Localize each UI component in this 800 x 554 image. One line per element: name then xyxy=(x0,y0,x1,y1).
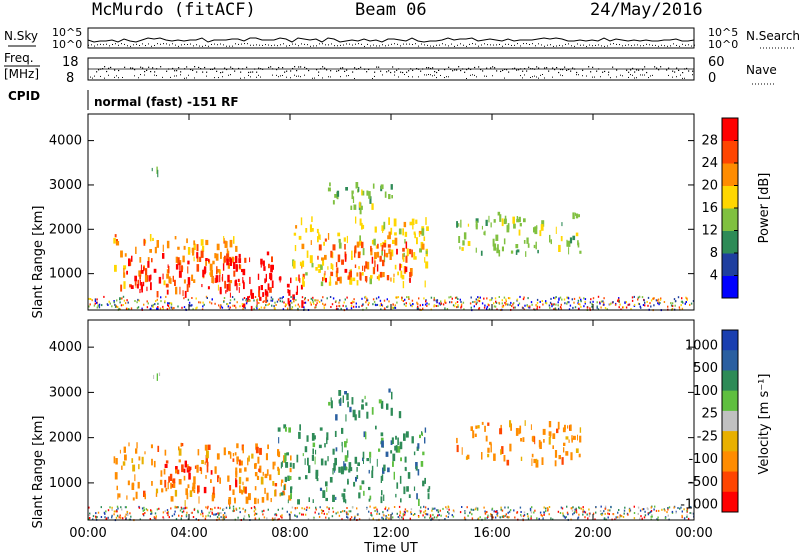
colorbar-swatch xyxy=(722,471,738,493)
x-tick-label: 00:00 xyxy=(675,526,712,541)
colorbar-tick-label: 1000 xyxy=(685,338,718,353)
colorbar-tick-label: 8 xyxy=(710,246,718,261)
colorbar-tick-label: 24 xyxy=(701,156,718,171)
colorbar-swatch xyxy=(722,410,738,432)
scatter-region xyxy=(317,238,413,283)
nave-tick-top: 60 xyxy=(708,55,725,70)
y-tick-label: 4000 xyxy=(49,134,82,149)
station-title: McMurdo (fitACF) xyxy=(92,0,256,20)
colorbar-swatch xyxy=(722,431,738,452)
colorbar-tick-label: 100 xyxy=(693,384,718,399)
colorbar-swatch xyxy=(722,163,738,186)
power-ylabel: Slant Range [km] xyxy=(31,206,46,319)
colorbar-swatch xyxy=(722,370,738,392)
colorbar-swatch xyxy=(722,185,738,209)
colorbar-tick-label: 25 xyxy=(701,407,718,422)
y-tick-label: 2000 xyxy=(49,222,82,237)
scatter-region xyxy=(227,273,305,311)
noise-tick-top-right: 10^5 xyxy=(708,26,738,39)
noise-trace xyxy=(87,37,695,47)
x-tick-label: 20:00 xyxy=(574,526,611,541)
colorbar-swatch xyxy=(722,230,738,254)
near-range-band xyxy=(88,505,695,522)
noise-tick-bottom-right: 10^0 xyxy=(708,38,738,51)
scatter-region xyxy=(151,166,159,178)
colorbar-tick-label: 28 xyxy=(701,134,718,149)
noise-panel xyxy=(87,27,695,49)
colorbar-tick-label: 4 xyxy=(710,269,718,284)
scatter-region xyxy=(456,211,582,257)
colorbar-swatch xyxy=(722,451,738,473)
nave-label: Nave xyxy=(746,63,777,77)
power-panel: 1000 2000 3000 4000 xyxy=(49,113,695,312)
freq-label: Freq. xyxy=(4,51,34,65)
y-tick-label: 4000 xyxy=(49,340,82,355)
colorbar-swatch xyxy=(722,491,738,513)
velocity-colorbar: 1000 500 100 25 -25 -100 -500 -1000 xyxy=(680,329,739,513)
y-tick-label: 1000 xyxy=(49,267,82,282)
x-tick-label: 00:00 xyxy=(69,526,106,541)
colorbar-swatch xyxy=(722,118,738,141)
freq-tick-top: 18 xyxy=(62,55,79,70)
freq-unit-label: [MHz] xyxy=(4,67,39,81)
y-tick-label: 3000 xyxy=(49,385,82,400)
cpid-label: CPID xyxy=(8,89,40,103)
scatter-region xyxy=(113,442,292,507)
colorbar-swatch xyxy=(722,275,738,299)
x-tick-label: 16:00 xyxy=(473,526,510,541)
colorbar-swatch xyxy=(722,390,738,412)
noise-tick-bottom-left: 10^0 xyxy=(52,38,82,51)
scatter-region xyxy=(277,424,431,506)
colorbar-swatch xyxy=(722,140,738,164)
freq-trace xyxy=(88,66,694,79)
scatter-region xyxy=(327,182,393,215)
scatter-region xyxy=(456,420,582,468)
colorbar-tick-label: 16 xyxy=(701,201,718,216)
beam-title: Beam 06 xyxy=(355,0,427,20)
colorbar-tick-label: -25 xyxy=(697,429,718,444)
colorbar-swatch xyxy=(722,330,738,351)
nsky-label: N.Sky xyxy=(4,29,38,43)
date-title: 24/May/2016 xyxy=(590,0,703,20)
colorbar-tick-label: -1000 xyxy=(680,498,718,513)
nsearch-label: N.Search xyxy=(746,29,800,43)
scatter-region xyxy=(164,460,241,495)
y-tick-label: 3000 xyxy=(49,178,82,193)
power-colorbar-label: Power [dB] xyxy=(757,173,772,244)
colorbar-tick-label: 20 xyxy=(701,179,718,194)
nave-tick-bottom: 0 xyxy=(708,71,716,86)
near-range-band xyxy=(88,295,695,312)
noise-tick-top-left: 10^5 xyxy=(52,26,82,39)
colorbar-tick-label: 12 xyxy=(701,224,718,239)
colorbar-swatch xyxy=(722,253,738,276)
time-xlabel: Time UT xyxy=(363,541,417,554)
velocity-ylabel: Slant Range [km] xyxy=(31,416,46,529)
scatter-region xyxy=(126,251,274,298)
colorbar-swatch xyxy=(722,208,738,231)
velocity-colorbar-label: Velocity [m s⁻¹] xyxy=(757,374,772,475)
colorbar-swatch xyxy=(722,350,738,371)
cpid-text: normal (fast) -151 RF xyxy=(94,95,239,109)
y-tick-label: 2000 xyxy=(49,431,82,446)
scatter-region xyxy=(328,388,402,422)
freq-tick-bottom: 8 xyxy=(66,71,74,86)
scatter-region xyxy=(153,372,161,381)
y-tick-label: 1000 xyxy=(49,476,82,491)
scatter-region xyxy=(292,216,429,289)
x-tick-label: 08:00 xyxy=(271,526,308,541)
power-colorbar: 4 8 12 16 20 24 28 xyxy=(701,117,739,299)
colorbar-tick-label: 500 xyxy=(693,361,718,376)
colorbar-tick-label: -500 xyxy=(688,475,718,490)
x-tick-label: 12:00 xyxy=(372,526,409,541)
velocity-panel: 1000 2000 3000 4000 00:00 04:00 08:00 12:00 16:0… xyxy=(49,319,713,541)
colorbar-tick-label: -100 xyxy=(688,452,718,467)
x-tick-label: 04:00 xyxy=(170,526,207,541)
